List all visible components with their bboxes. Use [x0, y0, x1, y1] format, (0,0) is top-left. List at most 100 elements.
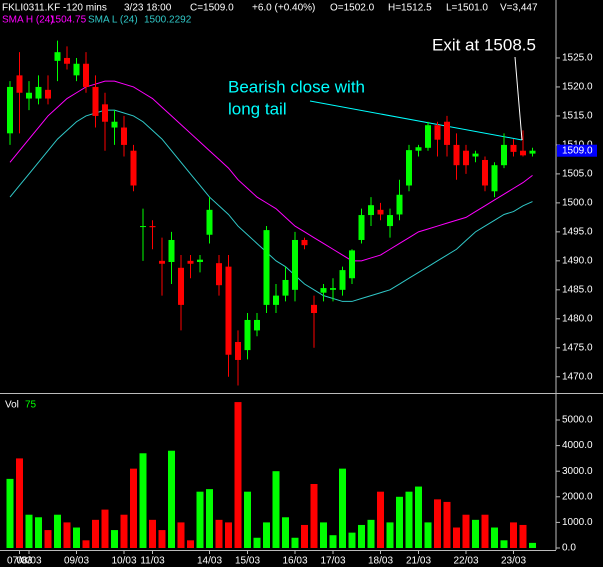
candle-body: [282, 279, 289, 296]
annotation: Bearish close with: [228, 77, 365, 96]
volume-bar: [234, 402, 242, 548]
volume-bar: [63, 522, 71, 548]
candle-body: [529, 150, 536, 154]
volume-bar: [139, 453, 147, 548]
volume-bar: [158, 530, 166, 548]
y-tick-label: 1470.0: [562, 371, 593, 382]
volume-bar: [348, 532, 356, 548]
sma-line: [9, 80, 533, 262]
candle-body: [140, 226, 146, 228]
candle-body: [235, 341, 241, 360]
vol-tick-label: 4000.0: [562, 440, 593, 451]
price-tag-box: [557, 144, 597, 157]
y-tick-label: 1485.0: [562, 284, 593, 295]
y-tick-label: 1490.0: [562, 255, 593, 266]
candle-body: [330, 288, 336, 290]
candle-body: [197, 259, 203, 262]
volume-bar: [310, 484, 318, 548]
open: O=1502.0: [330, 3, 375, 14]
vol-label: Vol: [5, 400, 19, 411]
volume-bar: [73, 527, 80, 548]
annotation-arrow: [514, 56, 523, 141]
vol-tick-label: 3000.0: [562, 466, 593, 477]
x-tick-label: 11/03: [140, 556, 165, 567]
candle-body: [73, 63, 80, 76]
candle-body: [45, 89, 51, 99]
y-tick-label: 1515.0: [562, 111, 593, 122]
volume-bar: [339, 468, 346, 548]
volume-bar: [120, 514, 128, 548]
vol-tick-label: 2000.0: [562, 491, 593, 502]
legend-value: 1500.2292: [144, 15, 192, 26]
volume-bar: [225, 522, 232, 548]
y-tick-label: 1480.0: [562, 313, 593, 324]
vol-value: 75: [25, 400, 37, 411]
low: L=1501.0: [446, 3, 488, 14]
candle-body: [244, 319, 251, 351]
candle-body: [216, 263, 222, 286]
vol-tick-label: 1000.0: [562, 517, 593, 528]
legend-value: 1504.75: [50, 15, 87, 26]
candle-body: [425, 125, 431, 148]
volume-bar: [500, 540, 508, 548]
volume-bar: [54, 514, 61, 548]
candle-body: [7, 86, 13, 134]
candle-body: [463, 150, 469, 166]
y-tick-label: 1525.0: [562, 53, 593, 64]
volume-bar: [329, 535, 337, 548]
candle-body: [453, 144, 460, 166]
candle-body: [368, 205, 374, 216]
candle-body: [168, 239, 175, 262]
volume-bar: [367, 519, 375, 548]
volume-bar: [111, 530, 118, 548]
x-tick-label: 18/03: [368, 556, 393, 567]
candle-body: [54, 52, 61, 61]
candle-body: [206, 209, 213, 235]
annotation: Exit at 1508.5: [432, 35, 536, 54]
candle-body: [501, 144, 507, 166]
candle-body: [130, 150, 137, 186]
volume: V=3,447: [500, 3, 538, 14]
candle-body: [434, 125, 441, 140]
candle-body: [349, 250, 355, 279]
candle-body: [83, 63, 89, 87]
volume-bar: [377, 491, 384, 548]
candle-body: [320, 288, 327, 293]
candle-body: [406, 150, 412, 186]
x-tick-label: 07/03: [7, 556, 32, 567]
volume-bar: [386, 522, 394, 548]
candle-body: [301, 239, 308, 246]
volume-bar: [462, 514, 470, 548]
candle-body: [482, 159, 488, 186]
price-tag: 1509.0: [562, 145, 593, 156]
volume-bar: [282, 517, 289, 548]
x-tick-label: 09/03: [64, 556, 89, 567]
candle-body: [358, 215, 365, 240]
volume-bar: [215, 519, 223, 548]
candle-body: [273, 295, 279, 305]
candle-body: [16, 75, 23, 93]
volume-bar: [320, 522, 327, 548]
volume-bar: [35, 517, 42, 548]
volume-bar: [519, 524, 527, 548]
y-tick-label: 1495.0: [562, 226, 593, 237]
x-tick-label: 21/03: [406, 556, 431, 567]
volume-bar: [82, 540, 90, 548]
candle-body: [92, 86, 99, 116]
vol-tick-label: 5000.0: [562, 415, 593, 426]
y-tick-label: 1505.0: [562, 169, 593, 180]
y-tick-label: 1500.0: [562, 198, 593, 209]
x-tick-label: 08/03: [16, 556, 41, 567]
symbol: FKLI0311.KF -120 mins: [2, 3, 107, 14]
candle-body: [178, 267, 184, 305]
candle-body: [26, 92, 32, 99]
candle-body: [491, 165, 498, 192]
candle-body: [159, 260, 165, 264]
candle-body: [35, 86, 42, 99]
volume-bar: [443, 501, 451, 548]
volume-bar: [25, 514, 33, 548]
volume-bar: [168, 450, 175, 548]
vol-tick-label: 0.0: [562, 543, 576, 554]
change: +6.0 (+0.40%): [252, 3, 315, 14]
